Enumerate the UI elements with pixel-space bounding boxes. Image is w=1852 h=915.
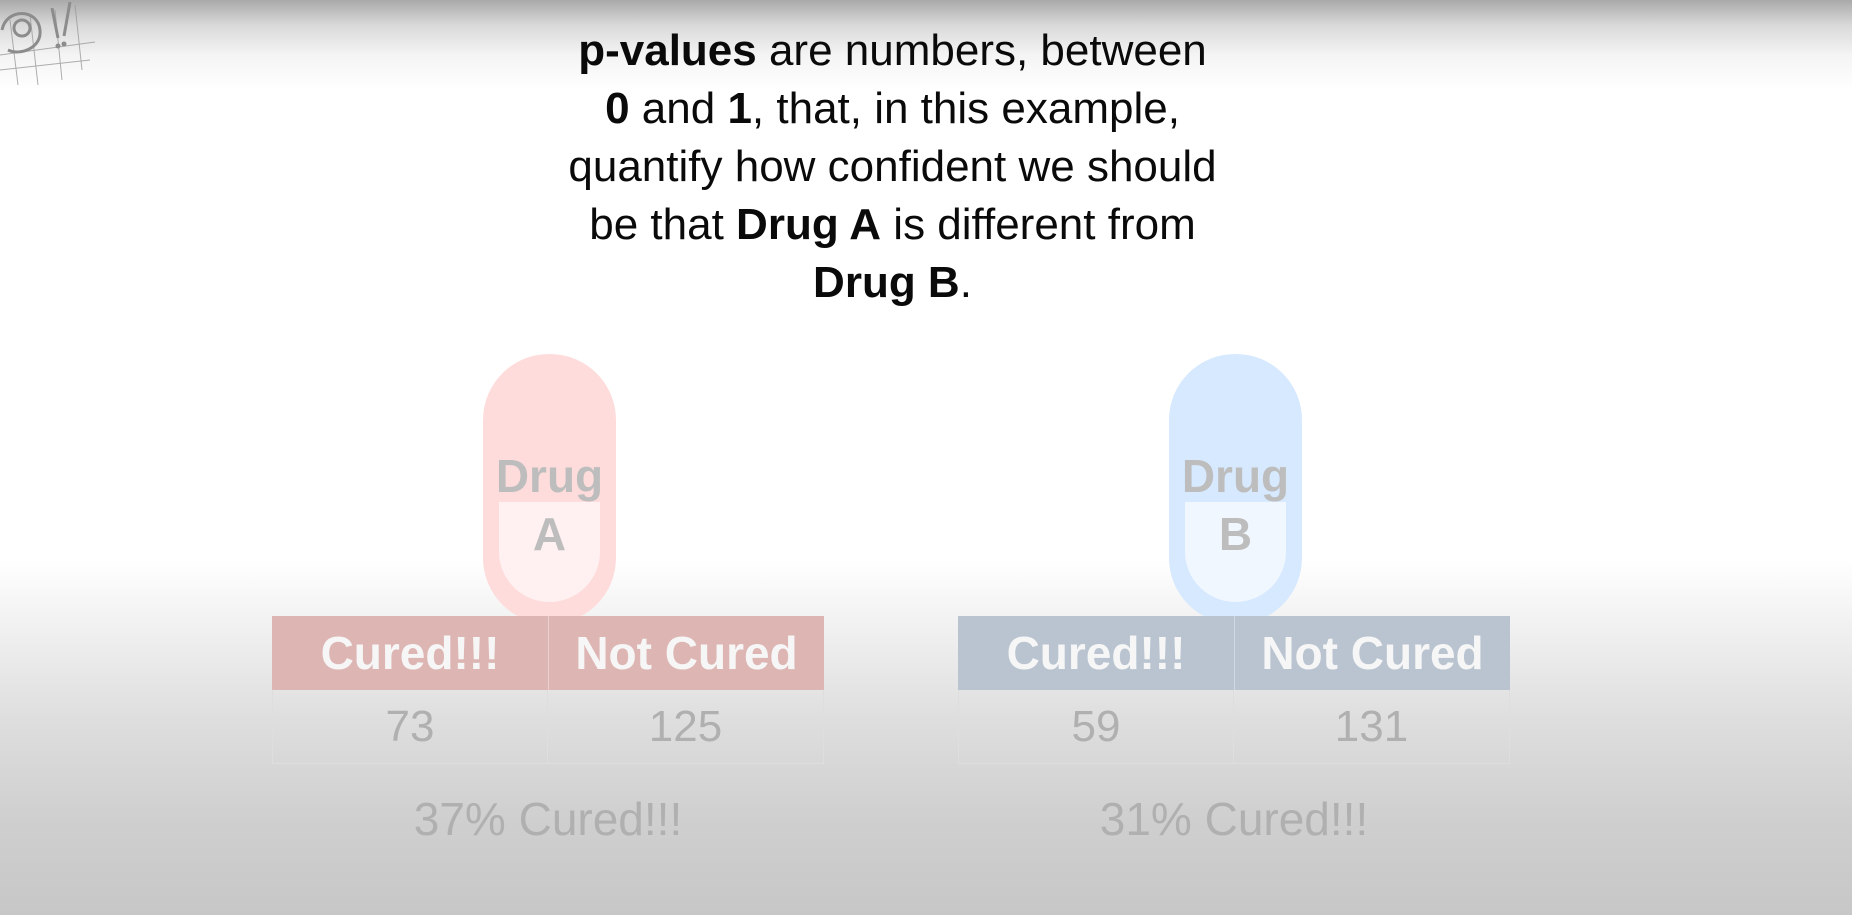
table-header-row: Cured!!! Not Cured [272, 616, 824, 690]
headline-emphasis: Drug B [813, 258, 960, 307]
table-row: 59 131 [958, 690, 1510, 764]
doodle-logo-icon [0, 1, 96, 86]
table-header-row: Cured!!! Not Cured [958, 616, 1510, 690]
cured-header: Cured!!! [272, 616, 548, 690]
cured-percentage: 31% Cured!!! [1099, 793, 1369, 845]
not-cured-header: Not Cured [548, 616, 824, 690]
pill-label-line2: A [532, 508, 567, 560]
not-cured-count: 131 [1234, 690, 1510, 764]
cured-count: 59 [958, 690, 1234, 764]
headline-segment: , that, in this example, quantify how co… [568, 84, 1217, 249]
cured-percentage: 37% Cured!!! [413, 793, 683, 845]
headline-segment: and [629, 84, 728, 133]
drug-a-table: Cured!!! Not Cured 73 125 [272, 616, 826, 764]
headline-emphasis: 0 [605, 84, 630, 133]
cured-header: Cured!!! [958, 616, 1234, 690]
pill-label-line2: B [1218, 508, 1253, 560]
table-row: 73 125 [272, 690, 824, 764]
not-cured-count: 125 [548, 690, 824, 764]
headline-emphasis: p-values [578, 26, 757, 75]
headline-text: p-values are numbers, between 0 and 1, t… [560, 22, 1225, 312]
headline-segment: are numbers, between [756, 26, 1207, 75]
headline-emphasis: Drug A [736, 200, 882, 249]
pill-label-line1: Drug [495, 450, 604, 502]
drug-b-pill-icon: Drug B [1169, 354, 1302, 624]
headline-segment: . [959, 258, 972, 307]
headline-emphasis: 1 [727, 84, 752, 133]
cured-count: 73 [272, 690, 548, 764]
headline-segment: is different from [881, 200, 1196, 249]
pill-label-line1: Drug [1181, 450, 1290, 502]
drug-a-pill-icon: Drug A [483, 354, 616, 624]
pill-half [1185, 502, 1286, 602]
drug-a-group: Drug A Cured!!! Not Cured 73 125 37% Cur… [272, 354, 826, 854]
pill-half [499, 502, 600, 602]
drug-b-group: Drug B Cured!!! Not Cured 59 131 31% Cur… [958, 354, 1512, 854]
not-cured-header: Not Cured [1234, 616, 1510, 690]
drug-b-table: Cured!!! Not Cured 59 131 [958, 616, 1512, 764]
